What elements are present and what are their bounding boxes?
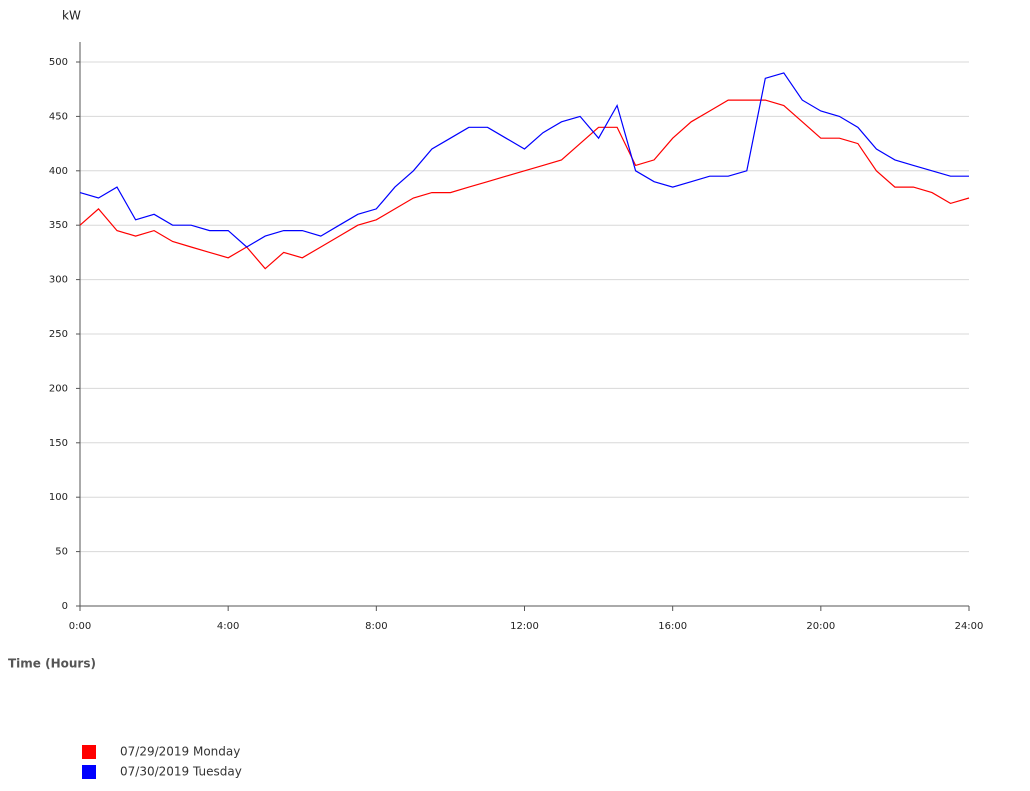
x-axis-title: Time (Hours) <box>8 657 96 671</box>
series-line <box>79 99 970 270</box>
legend-text: 07/29/2019 Monday <box>120 745 240 759</box>
y-tick-label: 400 <box>49 166 68 177</box>
y-tick-label: 100 <box>49 492 68 503</box>
y-tick-label: 350 <box>49 220 68 231</box>
y-tick-label: 250 <box>49 329 68 340</box>
y-tick-label: 0 <box>62 601 68 612</box>
y-tick-label: 300 <box>49 275 68 286</box>
y-axis-title: kW <box>62 9 81 23</box>
x-tick-label: 12:00 <box>510 621 539 632</box>
x-tick-label: 4:00 <box>217 621 239 632</box>
legend-swatch <box>82 765 96 779</box>
x-tick-label: 8:00 <box>365 621 387 632</box>
legend-swatch <box>82 745 96 759</box>
y-tick-label: 200 <box>49 383 68 394</box>
legend-text: 07/30/2019 Tuesday <box>120 765 242 779</box>
y-tick-label: 500 <box>49 57 68 68</box>
y-tick-label: 150 <box>49 438 68 449</box>
y-tick-label: 50 <box>55 547 68 558</box>
x-tick-label: 20:00 <box>806 621 835 632</box>
series-line <box>79 72 969 248</box>
x-tick-label: 24:00 <box>955 621 984 632</box>
y-tick-label: 450 <box>49 111 68 122</box>
x-tick-label: 16:00 <box>658 621 687 632</box>
x-tick-label: 0:00 <box>69 621 91 632</box>
